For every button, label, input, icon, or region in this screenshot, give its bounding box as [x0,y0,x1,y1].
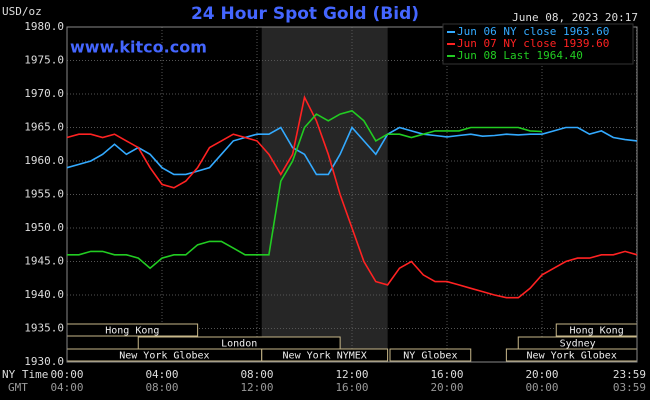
y-tick-label: 1975.0 [24,54,64,67]
session-label: London [221,339,257,350]
session-label: Hong Kong [570,326,624,337]
x-tick-label-gmt: 00:00 [525,381,558,394]
x-tick-label: 08:00 [240,368,273,381]
y-tick-label: 1965.0 [24,121,64,134]
x-tick-label: 20:00 [525,368,558,381]
legend-label: Jun 06 NY close 1963.60 [457,25,609,38]
y-tick-label: 1955.0 [24,188,64,201]
watermark: www.kitco.com [70,38,207,57]
x-tick-label-gmt: 08:00 [145,381,178,394]
y-tick-label: 1945.0 [24,255,64,268]
session-bar [261,348,389,362]
x-tick-label-gmt: 12:00 [240,381,273,394]
x-tick-label-gmt: 04:00 [50,381,83,394]
chart-title: 24 Hour Spot Gold (Bid) [191,4,419,24]
session-shade [261,27,388,362]
x-label-gmt: GMT [8,381,28,394]
session-label: New York Globex [527,351,617,362]
unit-label: USD/oz [2,5,42,18]
plot-frame [66,26,638,363]
x-tick-label: 12:00 [335,368,368,381]
x-tick-label: 16:00 [430,368,463,381]
y-tick-label: 1960.0 [24,154,64,167]
legend-label: Jun 07 NY close 1939.60 [457,37,609,50]
series-line [67,109,543,270]
session-label: NY Globex [403,351,457,362]
timestamp: June 08, 2023 20:17 [512,11,638,24]
legend-box [442,23,634,65]
session-label: Hong Kong [105,326,159,337]
y-tick-label: 1950.0 [24,221,64,234]
session-label: Sydney [560,339,596,350]
x-tick-label: 00:00 [50,368,83,381]
x-tick-label-gmt: 16:00 [335,381,368,394]
legend-label: Jun 08 Last 1964.40 [457,49,583,62]
y-tick-label: 1970.0 [24,87,64,100]
y-tick-label: 1935.0 [24,322,64,335]
x-tick-label: 04:00 [145,368,178,381]
y-tick-label: 1980.0 [24,20,64,33]
session-bar [389,348,472,362]
y-tick-label: 1930.0 [24,355,64,368]
series-line [66,126,638,176]
session-label: New York Globex [119,351,209,362]
y-tick-label: 1940.0 [24,288,64,301]
x-label-ny: NY Time [2,368,48,381]
series-line [66,94,638,299]
x-tick-label-gmt: 03:59 [613,381,646,394]
session-label: New York NYMEX [283,351,367,362]
x-tick-label-gmt: 20:00 [430,381,463,394]
x-tick-label: 23:59 [613,368,646,381]
